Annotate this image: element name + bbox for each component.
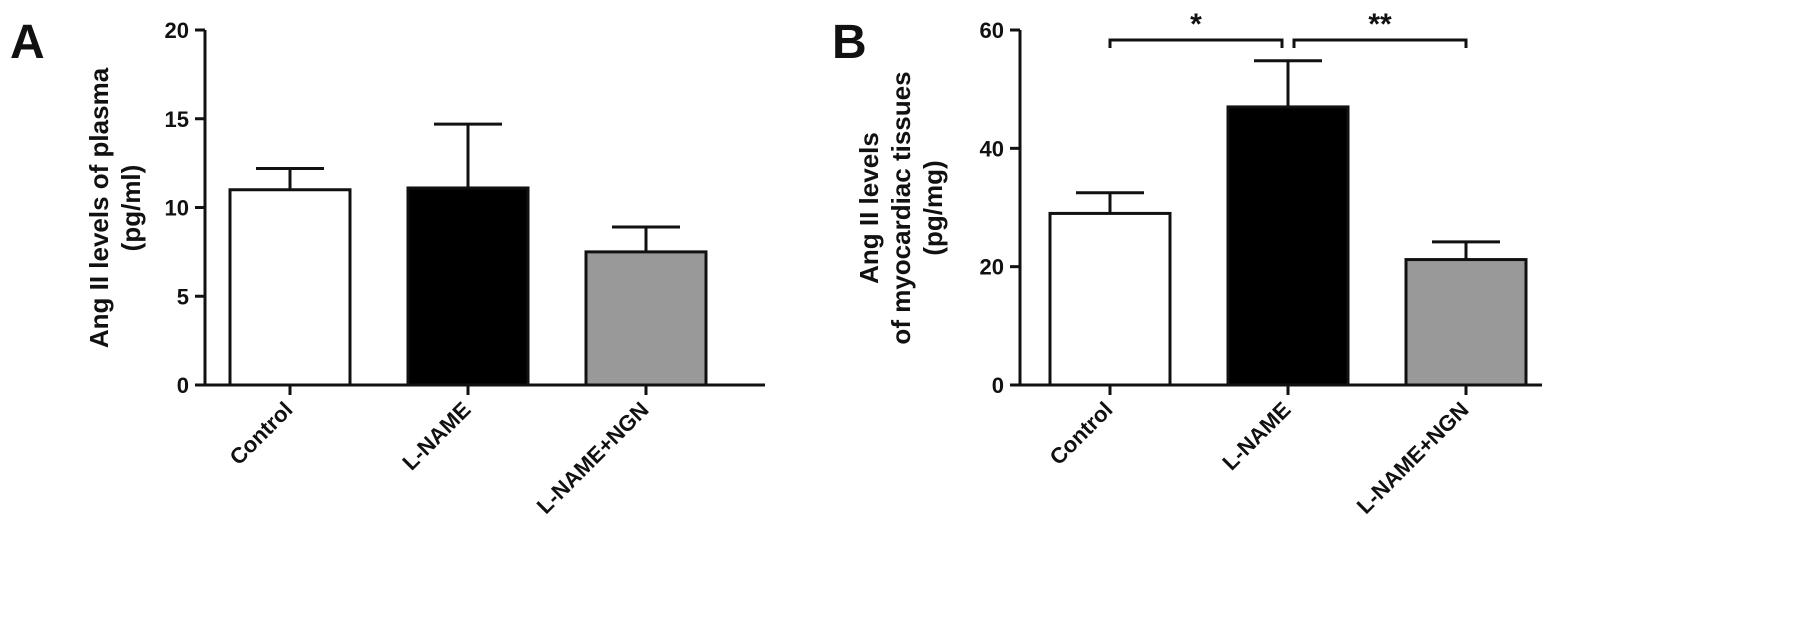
x-tick-label: L-NAME (397, 397, 475, 475)
y-tick-label: 20 (980, 255, 1004, 280)
significance-bracket (1292, 38, 1468, 48)
y-tick-label: 15 (165, 107, 189, 132)
bar (1226, 105, 1350, 387)
bar (1048, 211, 1172, 387)
y-axis-label: (pg/mg) (918, 160, 948, 255)
y-tick-label: 40 (980, 136, 1004, 161)
y-tick-label: 20 (165, 18, 189, 43)
panel-letter: A (10, 16, 45, 69)
significance-label: * (1190, 8, 1202, 41)
y-axis-label: Ang II levels of plasma (84, 67, 114, 348)
bar (1404, 258, 1528, 387)
bar (228, 188, 352, 387)
y-tick-label: 10 (165, 196, 189, 221)
y-axis-label: of myocardiac tissues (886, 71, 916, 344)
x-tick-label: Control (225, 397, 298, 470)
y-axis-label: (pg/ml) (116, 165, 146, 252)
x-tick-label: Control (1045, 397, 1118, 470)
x-tick-label: L-NAME+NGN (1352, 397, 1474, 519)
bar (584, 250, 708, 387)
bar (406, 186, 530, 387)
significance-label: ** (1368, 8, 1392, 41)
y-tick-label: 5 (177, 284, 189, 309)
y-tick-label: 0 (992, 373, 1004, 398)
panel-letter: B (832, 16, 867, 69)
significance-bracket (1108, 38, 1284, 48)
panel-a: A 0 5 10 15 20 Ang II levels of plasma (pg/ml) C… (10, 16, 765, 519)
y-axis-label: Ang II levels (854, 132, 884, 284)
panel-b: B 0 20 40 60 Ang II levels of myocardiac tissu… (832, 8, 1542, 519)
y-tick-label: 60 (980, 18, 1004, 43)
x-tick-label: L-NAME (1217, 397, 1295, 475)
x-tick-label: L-NAME+NGN (532, 397, 654, 519)
y-tick-label: 0 (177, 373, 189, 398)
